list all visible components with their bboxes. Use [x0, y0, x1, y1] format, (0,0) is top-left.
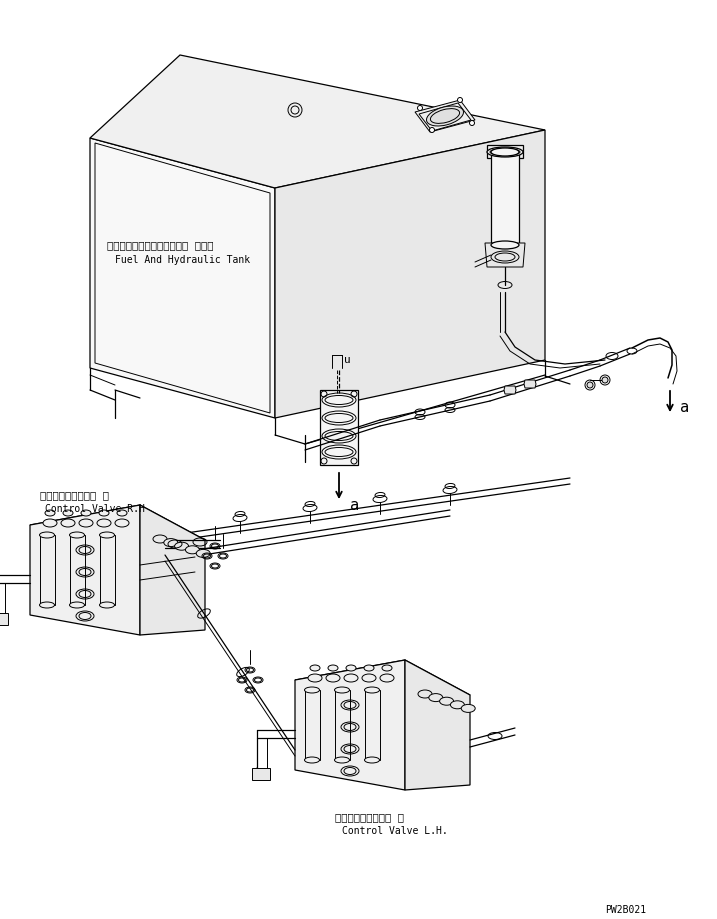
- Circle shape: [457, 97, 462, 103]
- Ellipse shape: [186, 546, 199, 554]
- Polygon shape: [100, 535, 115, 605]
- Polygon shape: [335, 690, 350, 760]
- Ellipse shape: [115, 519, 129, 527]
- Ellipse shape: [81, 510, 91, 516]
- Ellipse shape: [364, 757, 379, 763]
- Ellipse shape: [461, 704, 475, 712]
- Ellipse shape: [43, 519, 57, 527]
- Ellipse shape: [79, 519, 93, 527]
- Ellipse shape: [305, 687, 320, 693]
- Polygon shape: [524, 380, 536, 388]
- Circle shape: [417, 106, 422, 110]
- Ellipse shape: [487, 147, 523, 157]
- Ellipse shape: [335, 757, 349, 763]
- Text: a: a: [680, 400, 689, 415]
- Bar: [320, 390, 358, 465]
- Ellipse shape: [196, 550, 210, 558]
- Polygon shape: [365, 690, 380, 760]
- Ellipse shape: [100, 602, 115, 608]
- Polygon shape: [491, 152, 519, 245]
- Circle shape: [470, 120, 475, 126]
- Ellipse shape: [429, 694, 443, 701]
- Text: コントロールバルブ  左: コントロールバルブ 左: [335, 812, 404, 822]
- Ellipse shape: [450, 701, 465, 709]
- Circle shape: [602, 377, 608, 383]
- Ellipse shape: [70, 532, 85, 538]
- Ellipse shape: [45, 510, 55, 516]
- Text: フェルおよびハイドロリック  タンク: フェルおよびハイドロリック タンク: [107, 240, 214, 250]
- Ellipse shape: [335, 687, 349, 693]
- Ellipse shape: [310, 665, 320, 671]
- Ellipse shape: [175, 542, 189, 550]
- Ellipse shape: [326, 674, 340, 682]
- Text: Control Valve R.H: Control Valve R.H: [45, 504, 145, 514]
- Polygon shape: [275, 130, 545, 418]
- Ellipse shape: [39, 532, 54, 538]
- Ellipse shape: [97, 519, 111, 527]
- Ellipse shape: [61, 519, 75, 527]
- Ellipse shape: [491, 241, 519, 249]
- Ellipse shape: [328, 665, 338, 671]
- Polygon shape: [487, 145, 523, 158]
- Ellipse shape: [305, 757, 320, 763]
- Ellipse shape: [163, 539, 178, 547]
- Text: Control Valve L.H.: Control Valve L.H.: [342, 826, 447, 836]
- Ellipse shape: [100, 532, 115, 538]
- Polygon shape: [140, 505, 205, 635]
- Text: u: u: [344, 355, 351, 365]
- Polygon shape: [40, 535, 55, 605]
- Text: a: a: [350, 498, 359, 513]
- Ellipse shape: [364, 665, 374, 671]
- Ellipse shape: [153, 535, 167, 543]
- Polygon shape: [295, 660, 405, 790]
- Bar: [0, 613, 8, 625]
- Ellipse shape: [63, 510, 73, 516]
- Polygon shape: [405, 660, 470, 790]
- Ellipse shape: [380, 674, 394, 682]
- Ellipse shape: [99, 510, 109, 516]
- Ellipse shape: [70, 602, 85, 608]
- Ellipse shape: [382, 665, 392, 671]
- Text: PW2B021: PW2B021: [605, 905, 646, 915]
- Polygon shape: [90, 138, 275, 418]
- Ellipse shape: [39, 602, 54, 608]
- Polygon shape: [504, 386, 516, 394]
- Polygon shape: [415, 100, 475, 132]
- Ellipse shape: [117, 510, 127, 516]
- Text: Fuel And Hydraulic Tank: Fuel And Hydraulic Tank: [115, 255, 250, 265]
- Polygon shape: [30, 505, 140, 635]
- Polygon shape: [30, 505, 205, 560]
- Ellipse shape: [427, 106, 463, 126]
- Ellipse shape: [491, 148, 519, 156]
- Ellipse shape: [346, 665, 356, 671]
- Polygon shape: [295, 660, 470, 715]
- Polygon shape: [305, 690, 320, 760]
- Circle shape: [429, 128, 435, 132]
- Ellipse shape: [418, 690, 432, 698]
- Ellipse shape: [364, 687, 379, 693]
- Text: コントロールバルブ  右: コントロールバルブ 右: [40, 490, 109, 500]
- Ellipse shape: [362, 674, 376, 682]
- Ellipse shape: [308, 674, 322, 682]
- Polygon shape: [90, 55, 545, 188]
- Polygon shape: [70, 535, 85, 605]
- Ellipse shape: [440, 698, 454, 705]
- Polygon shape: [485, 243, 525, 267]
- Circle shape: [587, 382, 593, 388]
- Ellipse shape: [491, 251, 519, 263]
- Ellipse shape: [344, 674, 358, 682]
- Bar: [252, 768, 270, 780]
